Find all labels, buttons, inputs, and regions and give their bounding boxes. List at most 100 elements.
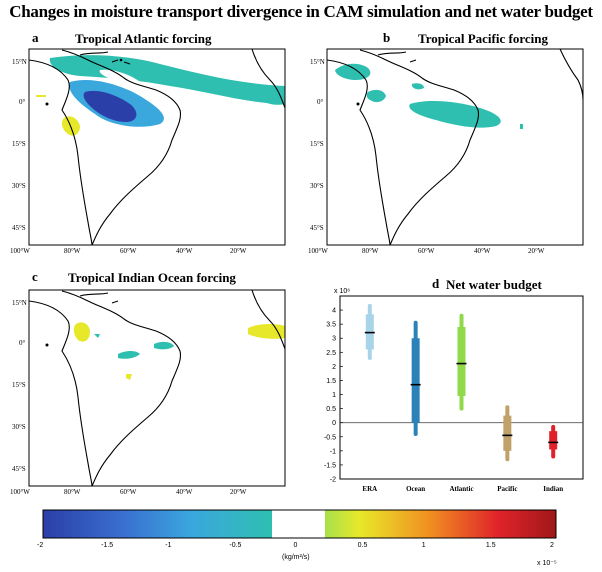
- colorbar-tick-label: 0: [293, 542, 298, 549]
- panel-d-title: Net water budget: [446, 277, 542, 292]
- map-c-coastline: [29, 290, 182, 486]
- map-c-caribbean: [79, 292, 119, 304]
- y-tick-label: -1.5: [324, 462, 336, 469]
- y-tick-label: 0.5: [326, 406, 336, 413]
- a-lat-15n: 15°N: [12, 58, 27, 66]
- figure-title: Changes in moisture transport divergence…: [9, 2, 593, 21]
- y-tick-label: -0.5: [324, 434, 336, 441]
- colorbar-tick-label: -1.5: [101, 542, 114, 549]
- colorbar-tick-label: -0.5: [229, 542, 242, 549]
- x-category-label: Indian: [543, 485, 563, 493]
- b-lon-80w: 80°W: [362, 247, 379, 255]
- map-a-africa: [251, 49, 285, 109]
- map-b-coastline: [327, 49, 480, 245]
- indian-cyan-1: [118, 351, 140, 359]
- pacific-cyan-north: [335, 63, 371, 80]
- c-lat-15s: 15°S: [12, 381, 26, 389]
- y-tick-label: 3: [332, 336, 336, 343]
- a-lon-100w: 100°W: [10, 247, 30, 255]
- y-tick-label: 2: [332, 364, 336, 371]
- map-a-caribbean: [79, 51, 131, 65]
- y-tick-label: 0: [332, 420, 336, 427]
- b-lon-20w: 20°W: [528, 247, 545, 255]
- a-lon-20w: 20°W: [230, 247, 247, 255]
- c-lat-45s: 45°S: [12, 465, 26, 473]
- box-body: [503, 415, 512, 451]
- indian-cyan-3: [94, 334, 100, 338]
- colorbar-tick-label: 1.5: [485, 542, 496, 549]
- panel-a-title: Tropical Atlantic forcing: [75, 31, 212, 46]
- y-exponent-label: x 10⁶: [334, 288, 350, 295]
- y-tick-label: -2: [330, 477, 336, 484]
- map-b-caribbean: [377, 51, 417, 63]
- atlantic-white-gap: [99, 69, 148, 90]
- pacific-cyan-small: [412, 83, 424, 90]
- panel-c-title: Tropical Indian Ocean forcing: [68, 270, 236, 285]
- colorbar-positive: [325, 510, 556, 538]
- colorbar-negative: [43, 510, 272, 538]
- c-lon-100w: 100°W: [10, 488, 30, 496]
- a-lat-0: 0°: [19, 98, 26, 106]
- panel-b-label: b: [383, 30, 391, 45]
- c-lon-20w: 20°W: [230, 488, 247, 496]
- c-lon-60w: 60°W: [120, 488, 137, 496]
- x-category-label: Ocean: [406, 485, 425, 493]
- panel-d-label: d: [432, 276, 440, 291]
- x-category-label: Pacific: [497, 485, 517, 493]
- atlantic-yellow-dash: [36, 95, 46, 97]
- b-lon-40w: 40°W: [474, 247, 491, 255]
- a-lat-15s: 15°S: [12, 140, 26, 148]
- indian-cyan-2: [154, 341, 174, 350]
- atlantic-cyan-band: [49, 55, 285, 104]
- plot-frame: [339, 295, 584, 480]
- a-lon-80w: 80°W: [64, 247, 81, 255]
- b-lon-100w: 100°W: [308, 247, 328, 255]
- a-lat-30s: 30°S: [12, 182, 26, 190]
- y-tick-label: 2.5: [326, 350, 336, 357]
- b-lat-15n: 15°N: [310, 58, 325, 66]
- map-a-coastline: [29, 49, 182, 245]
- colorbar-neutral: [272, 510, 325, 538]
- y-tick-label: 3.5: [326, 322, 336, 329]
- y-tick-label: 1.5: [326, 378, 336, 385]
- atlantic-cyan-right: [262, 95, 285, 105]
- indian-yellow-west: [73, 322, 90, 342]
- c-lon-80w: 80°W: [64, 488, 81, 496]
- b-lat-30s: 30°S: [310, 182, 324, 190]
- b-lat-45s: 45°S: [310, 224, 324, 232]
- a-lon-60w: 60°W: [120, 247, 137, 255]
- b-lat-15s: 15°S: [310, 140, 324, 148]
- colorbar-tick-label: 0.5: [357, 542, 368, 549]
- b-lon-60w: 60°W: [418, 247, 435, 255]
- panel-a-label: a: [32, 30, 39, 45]
- b-lat-0: 0°: [317, 98, 324, 106]
- y-tick-label: 1: [332, 392, 336, 399]
- y-tick-label: 4: [332, 308, 336, 315]
- colorbar-exponent: x 10⁻⁵: [537, 560, 557, 567]
- y-tick-label: -1: [330, 448, 336, 455]
- box-body: [549, 431, 558, 450]
- panel-b-title: Tropical Pacific forcing: [418, 31, 548, 46]
- colorbar-tick-label: -2: [37, 542, 44, 549]
- c-lon-40w: 40°W: [176, 488, 193, 496]
- x-category-label: ERA: [362, 485, 377, 493]
- colorbar-unit: (kg/m²/s): [282, 554, 310, 561]
- panel-c-label: c: [32, 269, 38, 284]
- x-category-label: Atlantic: [449, 485, 473, 493]
- c-lat-0: 0°: [19, 339, 26, 347]
- a-lon-40w: 40°W: [176, 247, 193, 255]
- colorbar-tick-label: 2: [550, 542, 554, 549]
- box-body: [411, 338, 420, 423]
- atlantic-dark-core: [83, 90, 137, 122]
- colorbar-tick-label: -1: [165, 542, 172, 549]
- pacific-cyan-west: [366, 89, 386, 103]
- colorbar-tick-label: 1: [421, 542, 426, 549]
- c-lat-30s: 30°S: [12, 423, 26, 431]
- box-body: [457, 326, 466, 396]
- map-c-africa: [251, 290, 285, 350]
- indian-yellow-small: [126, 374, 132, 380]
- a-lat-45s: 45°S: [12, 224, 26, 232]
